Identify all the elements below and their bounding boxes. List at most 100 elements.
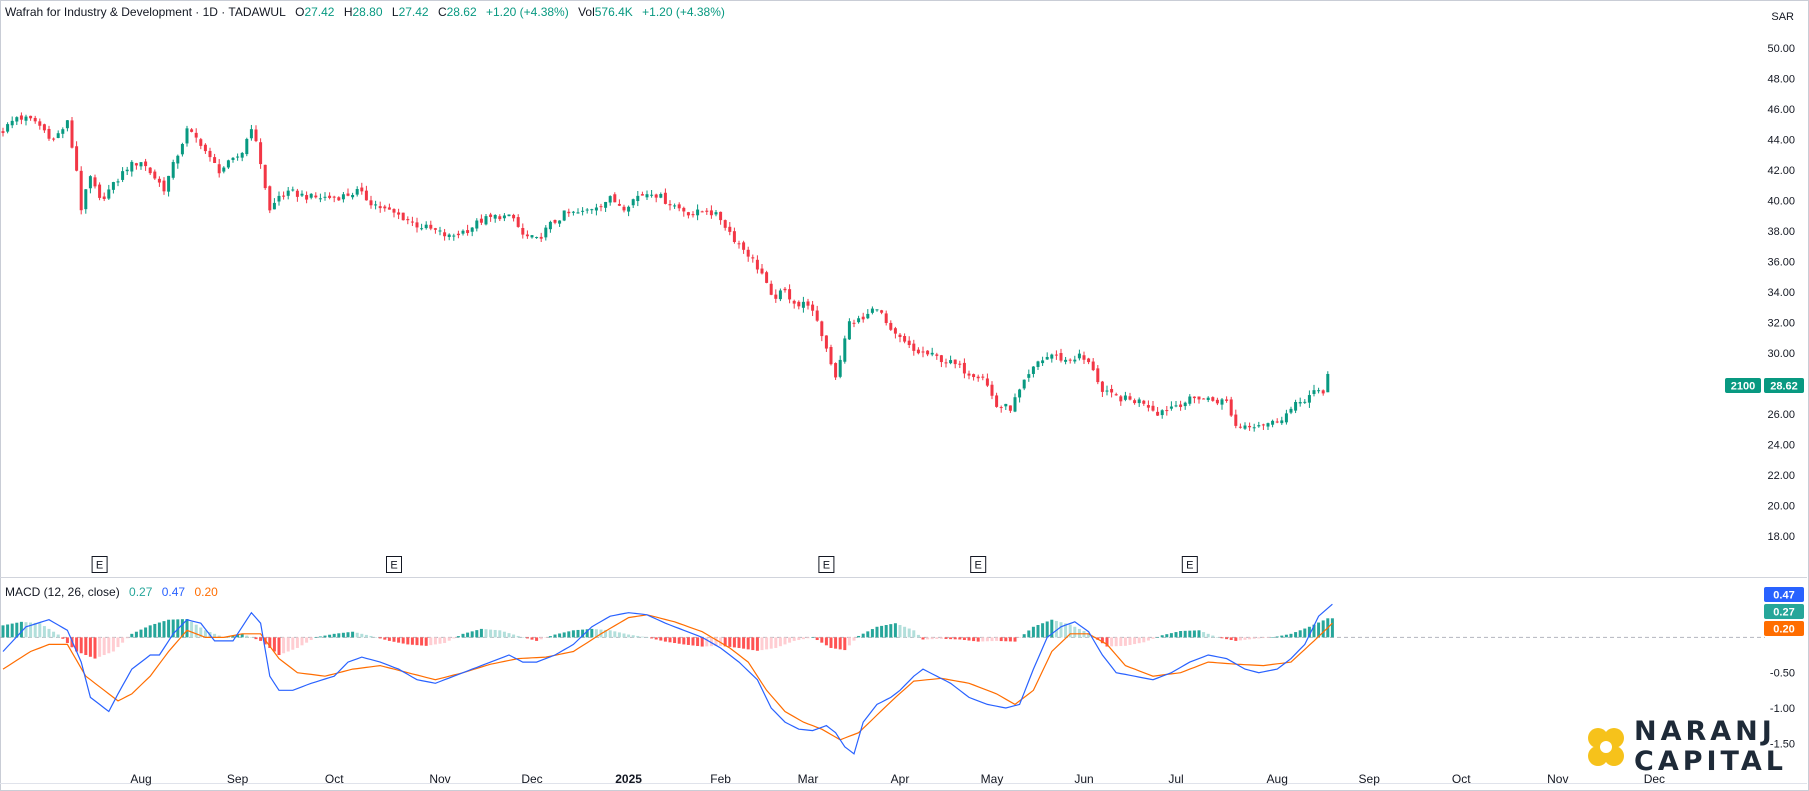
macd-histogram-bar [502,631,506,638]
candle-body [176,155,180,164]
macd-histogram-bar [42,626,46,638]
earnings-marker-box[interactable] [91,556,108,573]
candle-body [1188,396,1192,404]
candle-body [1064,359,1068,362]
candle-body [507,214,511,217]
candle-body [116,181,120,183]
candle-body [668,204,672,206]
time-axis-label: Sep [1359,772,1381,786]
macd-histogram-bar [130,633,134,638]
macd-histogram-bar [10,623,14,638]
candle-body [42,124,46,131]
macd-histogram-bar [1013,637,1017,642]
macd-title[interactable]: MACD (12, 26, close) [5,585,120,599]
price-axis-tick: 34.00 [1767,287,1795,299]
earnings-marker[interactable]: E [1181,556,1198,573]
macd-histogram-bar [489,629,493,638]
earnings-marker-box[interactable] [386,556,402,573]
macd-histogram-bar [705,637,709,647]
macd-histogram-bar [111,637,115,652]
candle-body [1105,390,1109,392]
candle-body [52,138,56,140]
candle-body [1298,402,1302,404]
time-axis-label: Apr [891,772,910,786]
macd-histogram-bar [700,637,704,647]
symbol-title[interactable]: Wafrah for Industry & Development · 1D ·… [5,5,286,19]
macd-histogram-bar [1206,633,1210,638]
macd-histogram-bar [755,637,759,651]
candle-body [111,182,115,190]
candle-body [783,288,787,291]
volume-value: 576.4K [594,5,633,19]
macd-histogram-bar [249,637,253,638]
price-axis-tick: 18.00 [1767,531,1795,543]
symbol-header[interactable]: Wafrah for Industry & Development · 1D ·… [5,5,731,19]
candle-body [811,304,815,311]
candle-body [1248,425,1252,428]
earnings-marker-box[interactable] [818,556,835,573]
candle-body [461,230,465,234]
macd-histogram-bar [199,627,203,638]
candle-body [148,167,152,174]
macd-histogram-bar [217,635,221,638]
candle-body [981,376,985,378]
price-axis-tick: 32.00 [1767,317,1795,329]
macd-histogram-bar [870,629,874,638]
macd-histogram-bar [686,637,690,645]
macd-histogram-bar [976,637,980,642]
macd-histogram-bar [838,637,842,650]
candle-body [1054,354,1058,356]
candle-body [921,351,925,353]
macd-histogram-bar [1100,637,1104,644]
macd-histogram-bar [47,628,51,638]
macd-header[interactable]: MACD (12, 26, close) 0.27 0.47 0.20 [5,585,224,599]
candle-body [1234,414,1238,426]
macd-histogram-bar [1077,628,1081,638]
price-countdown-badge: 2100 [1725,378,1761,393]
time-axis-label: Mar [798,772,819,786]
candle-body [456,233,460,236]
time-axis-label: May [981,772,1004,786]
candle-body [944,362,948,364]
macd-histogram-bar [479,628,483,638]
candle-body [406,219,410,221]
macd-line [2,603,1333,755]
candle-body [153,171,157,179]
candle-body [24,116,28,121]
macd-histogram-bar [990,637,994,642]
candle-body [272,202,276,210]
earnings-marker[interactable]: E [970,556,987,573]
macd-histogram-bar [880,625,884,638]
candle-body [907,340,911,346]
candle-body [332,196,336,198]
earnings-marker-box[interactable] [1181,556,1198,573]
candle-body [383,206,387,209]
candle-body [1307,395,1311,403]
price-axis-tick: 20.00 [1767,500,1795,512]
candle-body [719,211,723,221]
candle-body [254,129,258,142]
earnings-marker[interactable]: E [91,556,108,573]
candle-body [866,313,870,319]
candle-body [1128,396,1132,400]
macd-histogram-bar [1330,618,1334,638]
macd-histogram-bar [843,637,847,651]
macd-signal-badge-bg [1764,621,1804,636]
macd-histogram-bar [1294,632,1298,638]
time-axis-label: Dec [1644,772,1665,786]
macd-histogram-bar [709,637,713,647]
candle-body [369,200,373,206]
macd-histogram-bar [944,637,948,639]
macd-histogram-bar [1156,637,1160,638]
earnings-marker[interactable]: E [818,556,835,573]
candle-body [765,272,769,283]
earnings-marker[interactable]: E [386,556,402,573]
candle-body [916,349,920,354]
candle-body [433,228,437,230]
candle-body [1280,420,1284,424]
macd-histogram-bar [912,630,916,638]
earnings-marker-box[interactable] [970,556,987,573]
candle-body [1110,388,1114,393]
macd-histogram-bar [1027,630,1031,638]
